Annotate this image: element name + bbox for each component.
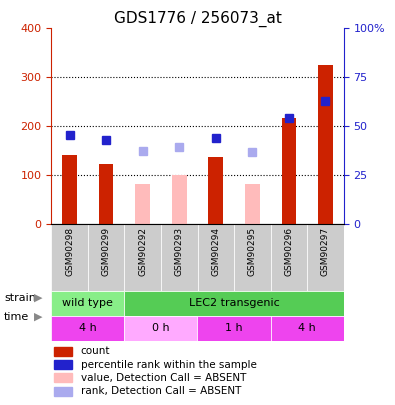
Bar bbox=[318, 65, 333, 224]
Bar bbox=[99, 164, 113, 224]
Text: LEC2 transgenic: LEC2 transgenic bbox=[189, 298, 279, 308]
Bar bbox=[54, 347, 72, 356]
FancyBboxPatch shape bbox=[198, 316, 271, 341]
Text: GSM90292: GSM90292 bbox=[138, 227, 147, 276]
Text: percentile rank within the sample: percentile rank within the sample bbox=[81, 360, 256, 369]
Text: rank, Detection Call = ABSENT: rank, Detection Call = ABSENT bbox=[81, 386, 241, 396]
Text: GSM90297: GSM90297 bbox=[321, 227, 330, 276]
Text: 0 h: 0 h bbox=[152, 324, 170, 333]
Text: GSM90294: GSM90294 bbox=[211, 227, 220, 276]
Bar bbox=[54, 387, 72, 396]
FancyBboxPatch shape bbox=[307, 224, 344, 291]
Text: GSM90296: GSM90296 bbox=[284, 227, 293, 276]
Bar bbox=[135, 184, 150, 224]
FancyBboxPatch shape bbox=[124, 291, 344, 316]
FancyBboxPatch shape bbox=[51, 316, 124, 341]
FancyBboxPatch shape bbox=[88, 224, 124, 291]
Text: ▶: ▶ bbox=[34, 312, 42, 322]
Text: GSM90295: GSM90295 bbox=[248, 227, 257, 276]
Bar bbox=[54, 373, 72, 382]
Text: 4 h: 4 h bbox=[298, 324, 316, 333]
Text: wild type: wild type bbox=[62, 298, 113, 308]
FancyBboxPatch shape bbox=[234, 224, 271, 291]
Text: GSM90299: GSM90299 bbox=[102, 227, 111, 276]
FancyBboxPatch shape bbox=[51, 291, 124, 316]
Text: time: time bbox=[4, 312, 29, 322]
FancyBboxPatch shape bbox=[271, 316, 344, 341]
Text: GSM90298: GSM90298 bbox=[65, 227, 74, 276]
Text: GSM90293: GSM90293 bbox=[175, 227, 184, 276]
Text: 4 h: 4 h bbox=[79, 324, 97, 333]
Text: count: count bbox=[81, 346, 110, 356]
FancyBboxPatch shape bbox=[198, 224, 234, 291]
Bar bbox=[62, 156, 77, 224]
Bar bbox=[209, 157, 223, 224]
Bar bbox=[282, 118, 296, 224]
FancyBboxPatch shape bbox=[51, 224, 88, 291]
Bar bbox=[54, 360, 72, 369]
Bar bbox=[245, 184, 260, 224]
Text: strain: strain bbox=[4, 293, 36, 303]
Text: ▶: ▶ bbox=[34, 293, 42, 303]
FancyBboxPatch shape bbox=[124, 316, 198, 341]
Title: GDS1776 / 256073_at: GDS1776 / 256073_at bbox=[113, 11, 281, 27]
Text: value, Detection Call = ABSENT: value, Detection Call = ABSENT bbox=[81, 373, 246, 383]
Bar bbox=[172, 175, 186, 224]
Text: 1 h: 1 h bbox=[225, 324, 243, 333]
FancyBboxPatch shape bbox=[124, 224, 161, 291]
FancyBboxPatch shape bbox=[161, 224, 198, 291]
FancyBboxPatch shape bbox=[271, 224, 307, 291]
